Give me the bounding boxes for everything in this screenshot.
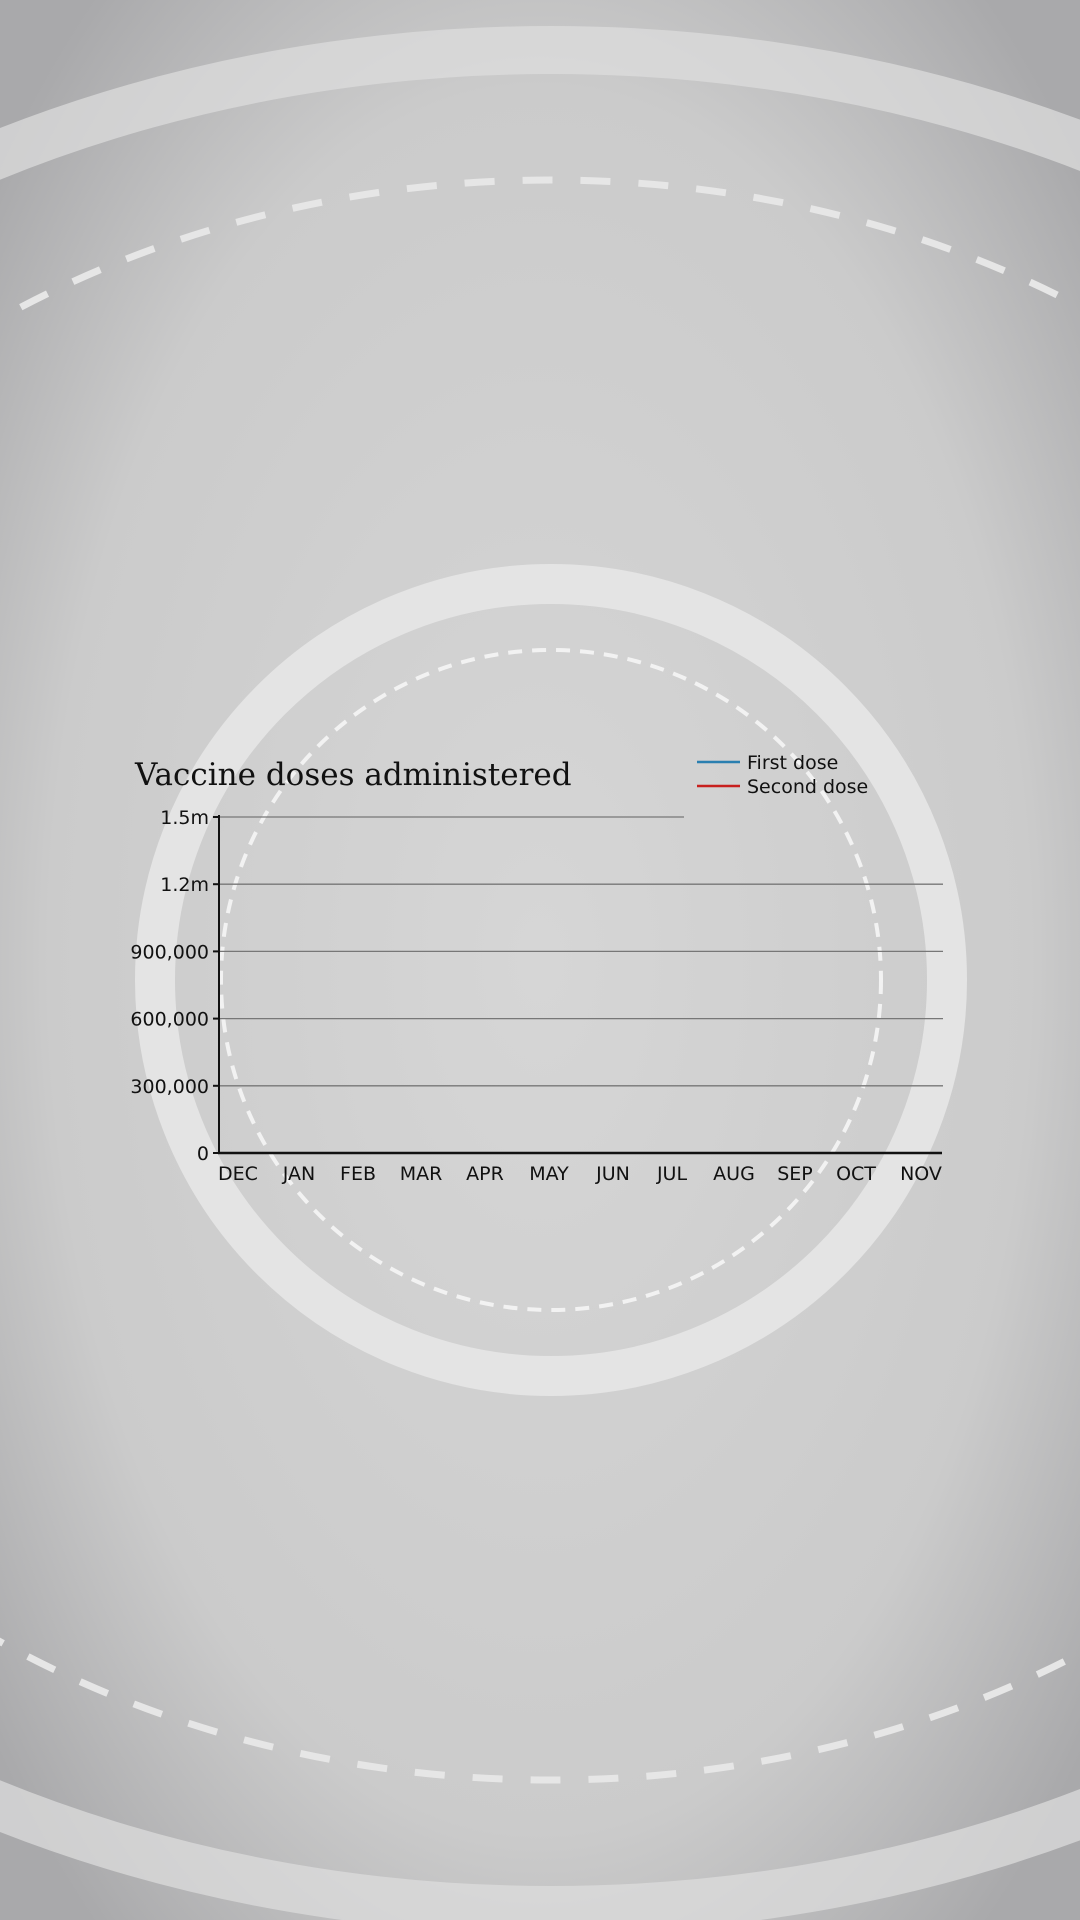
y-tick-label: 1.5m [160,807,209,829]
x-tick-label: JUN [595,1163,630,1185]
x-tick-label: MAR [400,1163,443,1185]
x-tick-label: DEC [218,1163,258,1185]
outer-dashed-ring [0,176,1080,1784]
y-tick-label: 900,000 [130,941,209,963]
y-tick-label: 1.2m [160,874,209,896]
y-tick-label: 600,000 [130,1009,209,1031]
x-tick-label: JAN [282,1163,315,1185]
chart-title: Vaccine doses administered [134,757,572,793]
legend-label: First dose [747,752,838,774]
x-axis-ticks: DEC JAN FEB MAR APR MAY JUN JUL AUG SEP OCT NOV [218,1163,942,1185]
x-tick-label: APR [466,1163,504,1185]
x-tick-label: FEB [340,1163,376,1185]
y-axis-ticks: 0 300,000 600,000 900,000 1.2m 1.5m [130,807,219,1165]
x-tick-label: SEP [777,1163,813,1185]
y-tick-label: 0 [197,1143,209,1165]
x-tick-label: NOV [900,1163,942,1185]
inner-ring [135,564,967,1396]
outer-ring [0,26,1080,1920]
x-tick-label: JUL [656,1163,688,1185]
inner-dashed-ring [219,648,883,1312]
y-tick-label: 300,000 [130,1076,209,1098]
x-tick-label: MAY [529,1163,569,1185]
x-tick-label: AUG [713,1163,755,1185]
gridlines [219,816,943,1087]
legend-label: Second dose [747,776,868,798]
x-tick-label: OCT [836,1163,876,1185]
